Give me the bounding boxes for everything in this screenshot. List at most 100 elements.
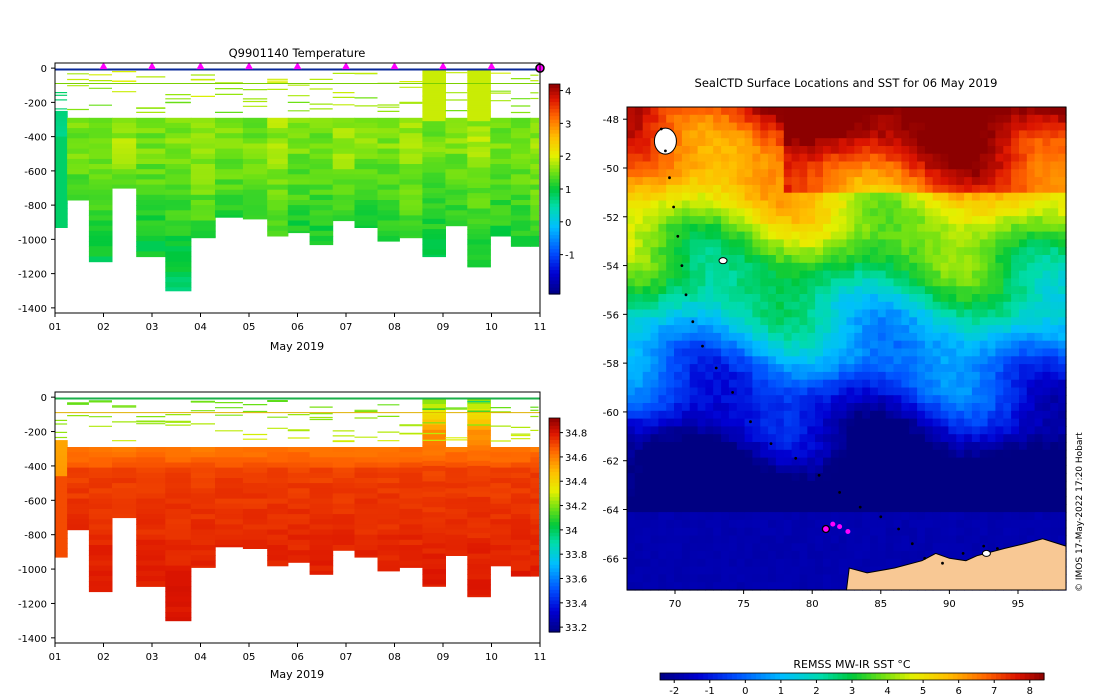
sst-cell	[932, 239, 942, 248]
data-cell	[332, 534, 356, 541]
sst-cell	[924, 387, 934, 396]
sst-cell	[775, 527, 785, 537]
data-cell	[530, 550, 540, 556]
sst-cell	[995, 239, 1004, 248]
sst-cell	[697, 364, 706, 373]
data-cell	[67, 153, 90, 160]
sst-cell	[650, 418, 659, 427]
sst-cell	[689, 146, 699, 155]
sst-cell	[917, 247, 926, 256]
sst-cell	[1026, 200, 1036, 209]
sst-cell	[760, 403, 769, 412]
sst-cell	[815, 317, 824, 326]
sst-cell	[979, 169, 989, 178]
sst-cell	[885, 356, 895, 365]
sst-cell	[752, 247, 761, 256]
data-cell	[242, 519, 268, 525]
sst-cell	[1050, 200, 1059, 209]
sst-cell	[705, 566, 714, 575]
sst-cell	[862, 410, 871, 420]
sst-cell	[650, 208, 659, 217]
data-cell	[287, 158, 311, 165]
sst-cell	[689, 434, 699, 443]
data-cell	[309, 529, 334, 536]
sst-cell	[846, 270, 855, 279]
sst-cell	[775, 114, 785, 124]
sst-cell	[1003, 496, 1012, 505]
sst-cell	[650, 301, 659, 311]
sst-cell	[979, 200, 989, 209]
sst-cell	[854, 488, 863, 498]
sst-cell	[846, 301, 855, 311]
sst-cell	[1011, 387, 1020, 396]
sst-cell	[1011, 278, 1020, 287]
sst-cell	[924, 262, 934, 272]
sst-cell	[901, 387, 910, 396]
sst-cell	[987, 239, 996, 248]
sst-cell	[924, 348, 934, 357]
seal-track-point	[749, 420, 752, 424]
colorbar-segment	[549, 136, 560, 141]
data-cell	[490, 230, 512, 237]
sst-cell	[736, 558, 746, 568]
data-cell	[467, 584, 491, 591]
sst-cell	[987, 465, 996, 474]
data-cell	[242, 184, 268, 191]
sst-cell	[987, 348, 996, 357]
sst-cell	[705, 551, 714, 560]
sst-cell	[1026, 247, 1036, 256]
sst-cell	[1011, 255, 1020, 264]
sst-cell	[1042, 153, 1051, 163]
sst-cell	[1034, 488, 1043, 498]
sst-cell	[783, 247, 793, 256]
sst-cell	[697, 200, 706, 209]
sst-cell	[823, 457, 832, 466]
data-cell	[88, 462, 113, 469]
sst-cell	[650, 348, 659, 357]
sst-cell	[909, 107, 918, 116]
sst-cell	[932, 138, 942, 147]
sst-cell	[697, 543, 706, 552]
data-cell	[165, 550, 192, 556]
sst-cell	[752, 457, 761, 466]
sst-cell	[830, 239, 840, 248]
sst-cell	[838, 107, 848, 116]
sst-cell	[823, 442, 832, 451]
sst-cell	[627, 231, 636, 240]
sst-cell	[971, 255, 981, 264]
sst-cell	[854, 325, 863, 334]
data-cell	[67, 514, 90, 520]
colorbar-segment	[549, 535, 560, 540]
data-cell	[467, 563, 491, 570]
sst-cell	[948, 270, 957, 279]
sst-cell	[995, 255, 1004, 264]
data-cell	[354, 472, 379, 479]
data-cell	[267, 447, 289, 453]
sst-cell	[940, 130, 949, 139]
sst-cell	[705, 192, 714, 202]
data-cell	[88, 508, 113, 515]
sst-cell	[901, 161, 910, 170]
sst-cell	[721, 332, 730, 342]
sst-cell	[760, 177, 769, 186]
sst-cell	[917, 138, 926, 147]
sst-cell	[721, 473, 730, 482]
sst-cell	[760, 231, 769, 240]
sst-cell	[681, 216, 691, 225]
data-cell	[445, 143, 468, 150]
sst-cell	[823, 403, 832, 412]
sst-cell	[956, 348, 965, 357]
sst-cell	[721, 582, 730, 591]
sst-cell	[674, 551, 683, 560]
sst-cell	[1050, 270, 1059, 279]
sst-cell	[799, 535, 808, 544]
sst-cell	[713, 294, 722, 303]
sst-cell	[744, 566, 753, 575]
sst-cell	[830, 480, 840, 490]
data-cell	[165, 277, 192, 283]
sst-cell	[838, 519, 848, 529]
sst-cell	[744, 138, 753, 147]
sst-cell	[862, 146, 871, 155]
sst-cell	[791, 426, 800, 435]
data-cell	[190, 179, 216, 186]
